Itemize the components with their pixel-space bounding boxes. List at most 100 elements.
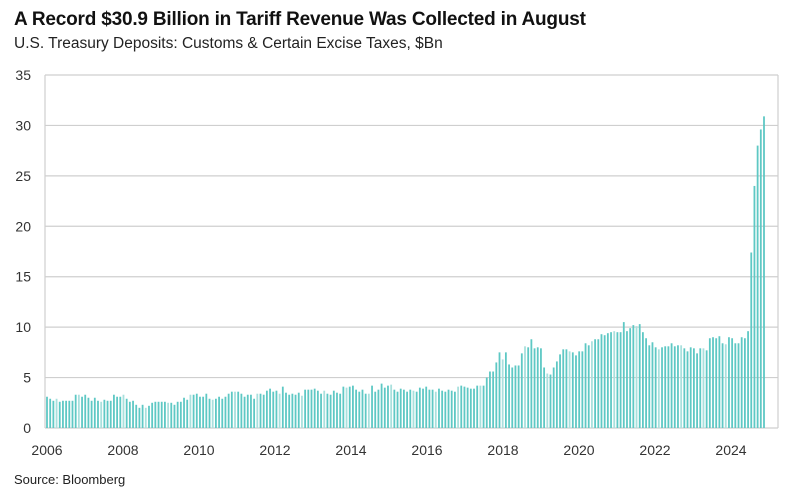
bar xyxy=(520,353,523,428)
bar xyxy=(259,393,262,428)
bar xyxy=(533,348,536,428)
bar xyxy=(297,392,300,428)
bar xyxy=(629,328,632,428)
bar xyxy=(638,324,641,428)
bar xyxy=(326,393,329,428)
bar xyxy=(49,398,52,428)
bar xyxy=(756,145,759,428)
bar xyxy=(495,362,498,428)
bar xyxy=(578,351,581,428)
bar xyxy=(657,349,660,428)
y-tick-label: 0 xyxy=(23,420,31,436)
bar xyxy=(705,350,708,428)
bar xyxy=(390,384,393,428)
bar xyxy=(100,401,103,428)
x-tick-label: 2020 xyxy=(563,442,594,458)
bar xyxy=(565,349,568,428)
chart-title: A Record $30.9 Billion in Tariff Revenue… xyxy=(14,9,586,30)
y-tick-label: 5 xyxy=(23,370,31,386)
y-tick-label: 25 xyxy=(15,168,31,184)
bar xyxy=(170,402,173,428)
bar xyxy=(476,385,479,428)
bar xyxy=(281,386,284,428)
source-note: Source: Bloomberg xyxy=(14,472,126,487)
bar xyxy=(93,397,96,428)
bar xyxy=(654,347,657,428)
bar xyxy=(415,391,418,428)
bar xyxy=(571,352,574,428)
bar xyxy=(176,401,179,428)
bar xyxy=(594,339,597,428)
bar xyxy=(412,390,415,428)
bar xyxy=(670,343,673,428)
bar xyxy=(444,391,447,428)
bar xyxy=(377,389,380,428)
bar xyxy=(71,400,74,428)
bar xyxy=(87,397,90,428)
bar xyxy=(718,336,721,428)
bar xyxy=(323,390,326,428)
bar xyxy=(600,334,603,428)
bar xyxy=(584,343,587,428)
bar xyxy=(591,341,593,428)
bar xyxy=(81,396,83,428)
bar xyxy=(540,348,542,428)
bar xyxy=(731,338,734,428)
bar xyxy=(173,404,176,428)
x-tick-label: 2014 xyxy=(335,442,366,458)
bar xyxy=(552,367,555,428)
bar xyxy=(332,390,335,428)
bar xyxy=(141,404,144,428)
bar xyxy=(450,390,453,428)
bar xyxy=(753,185,756,428)
bar xyxy=(269,388,271,428)
bar xyxy=(517,365,520,428)
bar xyxy=(367,393,370,428)
bar xyxy=(116,396,119,428)
bar xyxy=(336,392,338,428)
bar xyxy=(380,383,383,428)
bar xyxy=(508,364,510,428)
bar xyxy=(514,365,517,428)
bar xyxy=(253,398,256,428)
bar xyxy=(202,396,205,428)
bar xyxy=(97,400,99,428)
bar xyxy=(715,338,718,428)
bar xyxy=(673,346,676,428)
bar xyxy=(575,355,577,428)
x-tick-label: 2008 xyxy=(107,442,138,458)
bar xyxy=(288,394,291,428)
bar xyxy=(441,390,444,428)
bar xyxy=(425,386,428,428)
bar xyxy=(119,396,122,428)
bar xyxy=(406,391,408,428)
bar xyxy=(428,389,431,428)
bar xyxy=(234,391,236,428)
bar xyxy=(677,345,679,428)
bar xyxy=(374,391,377,428)
bar xyxy=(626,331,628,428)
bar xyxy=(348,386,351,428)
bar xyxy=(708,338,711,428)
bar xyxy=(740,337,743,428)
bar xyxy=(65,400,68,428)
bar xyxy=(278,393,281,428)
x-tick-label: 2022 xyxy=(639,442,670,458)
bar xyxy=(122,394,125,428)
bar xyxy=(712,337,714,428)
bar xyxy=(498,352,501,428)
bar xyxy=(205,393,208,428)
bars xyxy=(46,116,765,428)
bar xyxy=(160,401,163,428)
bar xyxy=(262,394,265,428)
bar xyxy=(355,389,358,428)
bar xyxy=(310,389,313,428)
bar xyxy=(696,353,698,428)
bar xyxy=(473,388,475,428)
bar xyxy=(285,392,287,428)
bar xyxy=(568,351,571,428)
bar xyxy=(90,400,93,428)
x-tick-label: 2006 xyxy=(31,442,62,458)
bar xyxy=(320,393,322,428)
